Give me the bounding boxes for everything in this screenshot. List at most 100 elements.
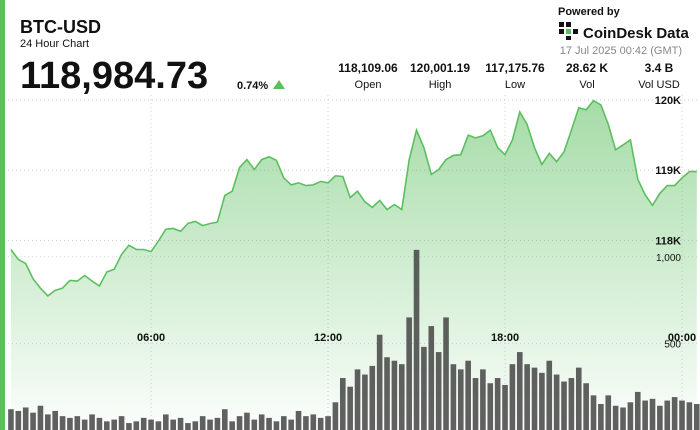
volume-bar: [457, 369, 464, 430]
volume-bar: [37, 405, 44, 430]
volume-bar: [443, 317, 449, 430]
accent-strip: [0, 0, 5, 430]
volume-bar: [339, 378, 346, 430]
volume-bar: [369, 365, 376, 430]
up-arrow: [273, 80, 285, 89]
stats: 118,109.06 Open 120,001.19 High 117,175.76 Lo…: [338, 61, 680, 91]
vol-tick-label: 1,000: [656, 253, 681, 264]
volume-bar: [30, 412, 36, 430]
volume-bar: [45, 414, 51, 430]
volume-bar: [575, 367, 582, 430]
stat-value: 120,001.19: [410, 61, 470, 75]
timestamp: 17 Jul 2025 00:42 (GMT): [560, 45, 682, 57]
volume-bar: [303, 416, 309, 430]
volume-bar: [649, 398, 656, 430]
volume-bar: [22, 407, 29, 430]
volume-bar: [686, 402, 693, 430]
volume-bar: [133, 421, 140, 430]
x-tick-label: 18:00: [491, 332, 519, 344]
volume-bar: [214, 417, 221, 430]
stat-value: 28.62 K: [566, 61, 608, 75]
x-tick-label: 12:00: [314, 332, 342, 344]
volume-bar: [384, 357, 390, 430]
stat-value: 118,109.06: [338, 61, 398, 75]
volume-bar: [679, 400, 685, 430]
bar-layer: [8, 249, 700, 430]
volume-bar: [155, 421, 162, 430]
volume-bar: [273, 421, 280, 430]
volume-bar: [487, 383, 494, 430]
volume-bar: [421, 346, 427, 430]
price-area: [10, 100, 697, 430]
x-tick-label: 06:00: [137, 332, 165, 344]
vol-tick-label: 500: [664, 339, 681, 350]
volume-bar: [59, 416, 66, 430]
volume-bar: [561, 381, 567, 430]
volume-bar: [590, 395, 597, 430]
volume-bar: [391, 360, 398, 430]
volume-bar: [104, 421, 110, 430]
price: 118,984.73: [20, 55, 208, 97]
volume-bar: [428, 326, 435, 430]
volume-bar: [693, 404, 700, 430]
volume-bar: [8, 409, 14, 430]
volume-bar: [657, 405, 663, 430]
volume-bar: [605, 395, 612, 430]
volume-bar: [509, 364, 516, 430]
volume-bar: [406, 317, 412, 430]
stat-value: 3.4 B: [645, 61, 674, 75]
volume-bar: [546, 360, 553, 430]
volume-bar: [251, 419, 258, 430]
volume-bar: [398, 364, 405, 430]
brand-logo: [559, 22, 578, 40]
price-line: [10, 99, 697, 297]
volume-bar: [465, 360, 471, 430]
volume-bar: [185, 423, 191, 430]
volume-bar: [140, 417, 147, 430]
volume-bar: [177, 417, 184, 430]
symbol: BTC-USD: [20, 17, 101, 37]
volume-bar: [15, 410, 22, 430]
volume-bar: [583, 383, 589, 430]
volume-bar: [627, 402, 634, 430]
volume-bar: [89, 414, 95, 430]
y-tick-label: 119K: [655, 165, 681, 177]
stat-label: High: [429, 79, 452, 91]
volume-bar: [118, 416, 125, 430]
volume-bar: [258, 414, 265, 430]
volume-bar: [222, 409, 228, 430]
volume-bar: [317, 417, 324, 430]
volume-bar: [126, 423, 132, 430]
volume-bar: [435, 352, 442, 430]
stat-label: Vol USD: [638, 79, 680, 91]
volume-bar: [362, 374, 368, 430]
volume-bar: [671, 397, 678, 430]
subtitle: 24 Hour Chart: [20, 38, 89, 50]
y-tick-label: 118K: [655, 235, 681, 247]
volume-bar: [642, 400, 648, 430]
volume-bar: [494, 378, 501, 430]
volume-bar: [354, 369, 361, 430]
plot: 06:00 12:00 18:00 00:00 118K 119K 120K 500 1,000: [8, 95, 700, 430]
volume-bar: [288, 419, 294, 430]
volume-bar: [81, 419, 88, 430]
volume-bar: [376, 334, 383, 430]
volume-bar: [472, 378, 479, 430]
volume-bar: [634, 391, 641, 430]
volume-bar: [163, 414, 169, 430]
volume-bar: [450, 364, 457, 430]
volume-bar: [229, 421, 235, 430]
volume-bar: [620, 407, 626, 430]
labels: 06:00 12:00 18:00 00:00 118K 119K 120K 500 1,000: [137, 95, 696, 350]
volume-bar: [280, 416, 287, 430]
volume-bar: [148, 419, 154, 430]
volume-bar: [325, 416, 331, 430]
volume-bar: [52, 410, 58, 430]
stat-label: Vol: [579, 79, 594, 91]
volume-bar: [553, 374, 560, 430]
volume-bar: [568, 378, 575, 430]
volume-bar: [67, 417, 73, 430]
volume-bar: [413, 249, 420, 430]
volume-bar: [480, 369, 486, 430]
volume-bar: [502, 384, 508, 430]
